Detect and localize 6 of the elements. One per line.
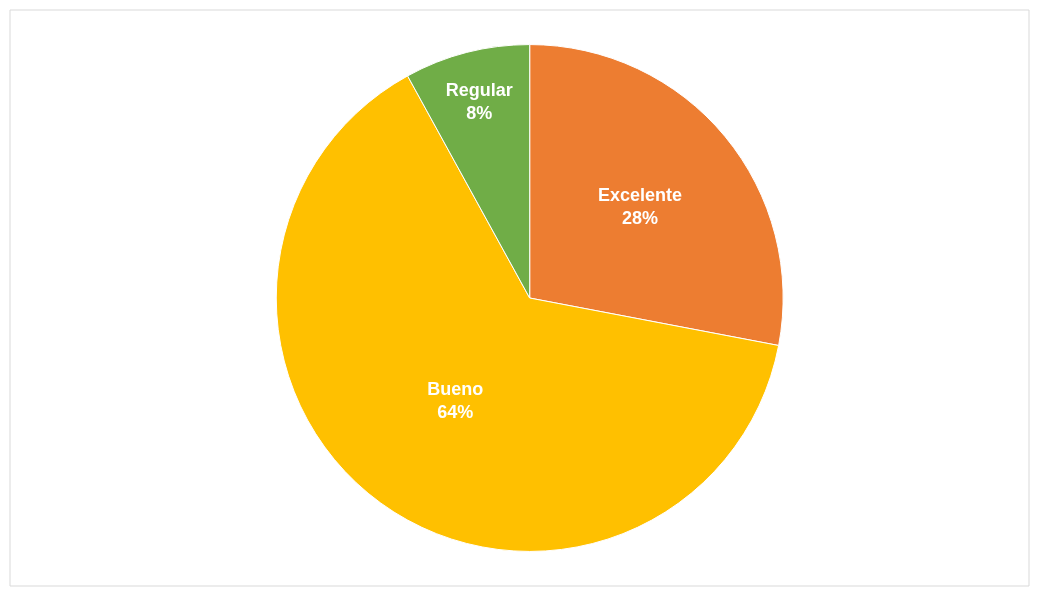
data-label: 8% (466, 103, 493, 124)
slice-label: Excelente (597, 185, 683, 206)
data-label: 64% (437, 402, 474, 423)
slice-label: Regular (445, 79, 513, 100)
slice-label: Bueno (427, 378, 484, 399)
data-label: 28% (621, 208, 658, 229)
